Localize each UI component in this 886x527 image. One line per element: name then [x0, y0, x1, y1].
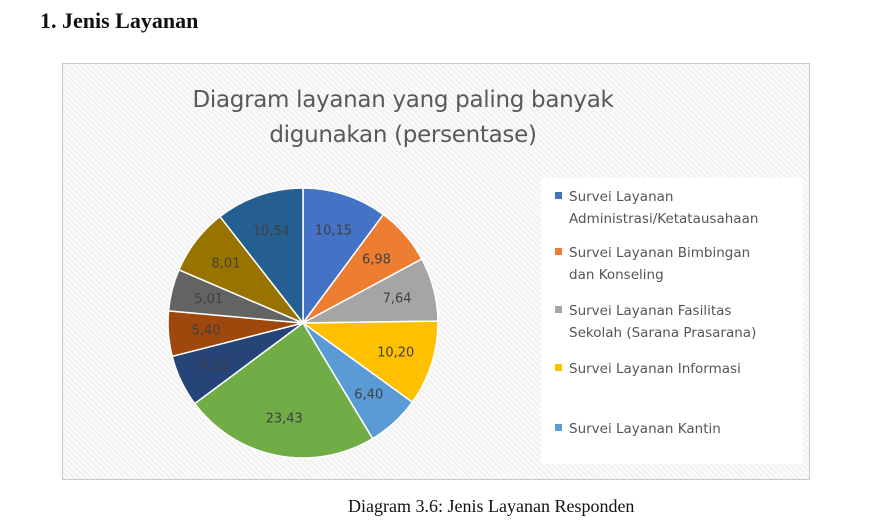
pie-slice	[300, 320, 439, 404]
legend-label: Survei Layanan Bimbingan dan Konseling	[569, 245, 751, 283]
slice-data-label: 10,54	[253, 224, 290, 239]
legend-label: Survei Layanan Informasi	[569, 361, 741, 377]
legend-swatch	[555, 364, 562, 371]
pie-slice	[218, 187, 304, 326]
legend-item-kantin: Survei Layanan Kantin	[555, 418, 799, 440]
legend-item-administrasi: Survei Layanan Administrasi/Ketatausahaa…	[555, 186, 799, 230]
figure-caption: Diagram 3.6: Jenis Layanan Responden	[348, 496, 635, 516]
legend-item-informasi: Survei Layanan Informasi	[555, 358, 799, 380]
slice-data-label: 6,22	[201, 358, 230, 373]
slice-data-label: 10,20	[377, 345, 414, 360]
legend-swatch	[555, 306, 562, 313]
chart-frame: Diagram layanan yang paling banyak digun…	[62, 63, 810, 480]
slice-data-label: 6,98	[362, 252, 391, 267]
legend-swatch	[555, 192, 562, 199]
legend-label: Survei Layanan Administrasi/Ketatausahaa…	[569, 189, 759, 227]
pie-slice	[193, 321, 374, 459]
slice-data-label: 5,40	[192, 324, 221, 339]
pie-chart: 10,15 6,98 7,64 10,20 6,40 23,43 6,22 5,40 5,01 8…	[167, 187, 439, 459]
legend-swatch	[555, 424, 562, 431]
section-heading: 1. Jenis Layanan	[40, 8, 199, 33]
slice-data-label: 7,64	[383, 292, 412, 307]
chart-title-line1: Diagram layanan yang paling banyak	[192, 87, 614, 113]
pie-slice	[302, 187, 385, 326]
legend-label: Survei Layanan Fasilitas Sekolah (Sarana…	[569, 303, 757, 341]
chart-legend: Survei Layanan Administrasi/Ketatausahaa…	[541, 178, 803, 464]
legend-label: Survei Layanan Kantin	[569, 421, 721, 437]
slice-data-label: 8,01	[212, 257, 241, 272]
slice-data-label: 6,40	[354, 388, 383, 403]
slice-data-label: 10,15	[315, 224, 352, 239]
slice-data-label: 23,43	[266, 411, 303, 426]
legend-swatch	[555, 248, 562, 255]
slice-data-label: 5,01	[194, 292, 223, 307]
legend-item-bimbingan: Survei Layanan Bimbingan dan Konseling	[555, 242, 799, 286]
legend-item-fasilitas: Survei Layanan Fasilitas Sekolah (Sarana…	[555, 300, 799, 344]
chart-title-line2: digunakan (persentase)	[269, 122, 537, 148]
